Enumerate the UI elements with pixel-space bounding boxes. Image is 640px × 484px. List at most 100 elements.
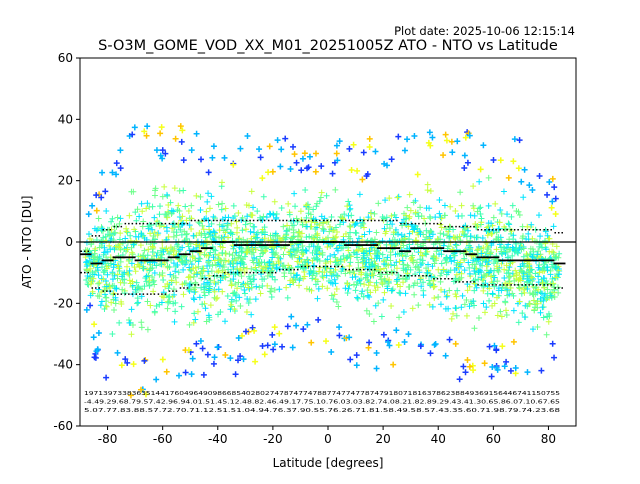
data-point [89,269,96,276]
data-point [243,309,250,316]
data-point [156,301,163,308]
data-point [396,258,403,265]
data-point [232,249,239,256]
data-point [95,330,102,337]
data-point [353,254,360,261]
data-point [495,225,502,232]
data-point [333,298,340,305]
data-point [128,331,135,338]
data-point [360,149,367,156]
data-point [463,312,470,319]
y-tick-label: -20 [53,296,73,310]
data-point [211,257,218,264]
data-point [414,241,421,248]
data-point [355,235,362,242]
data-point [370,318,377,325]
data-point [497,308,504,315]
data-point [286,211,293,218]
data-point [333,150,340,157]
data-point [112,243,119,250]
data-point [196,243,203,250]
data-point [172,268,179,275]
data-point [216,256,223,263]
data-point [98,298,105,305]
data-point [400,309,407,316]
data-point [502,280,509,287]
data-point [415,302,422,309]
data-point [428,273,435,280]
data-point [131,264,138,271]
data-point [208,220,215,227]
data-point [287,248,294,255]
data-point [99,225,106,232]
data-point [350,141,357,148]
data-point [333,142,340,149]
data-point [299,155,306,162]
data-point [538,367,545,374]
data-point [418,283,425,290]
data-point [453,312,460,319]
data-point [177,226,184,233]
data-point [265,169,272,176]
data-point [510,338,517,345]
data-point [505,174,512,181]
data-point [145,279,152,286]
data-point [276,254,283,261]
data-point [270,212,277,219]
data-point [268,285,275,292]
data-point [112,300,119,307]
data-point [506,246,513,253]
data-point [476,178,483,185]
data-point [352,287,359,294]
data-point [221,154,228,161]
data-point [256,259,263,266]
data-point [266,259,273,266]
data-point [307,211,314,218]
data-point [543,331,550,338]
data-point [334,157,341,164]
data-point [506,221,513,228]
data-point [314,251,320,258]
data-point [217,308,224,315]
data-point [301,268,308,275]
data-point [494,312,501,319]
data-point [488,230,495,237]
data-point [275,258,282,265]
data-point [364,287,371,294]
data-point [417,249,424,256]
data-point [334,273,341,280]
data-point [516,276,523,283]
data-point [267,288,274,295]
data-point [172,135,179,142]
data-point [269,254,276,261]
data-point [501,275,508,282]
data-point [466,303,473,310]
data-point [87,265,94,272]
data-point [342,270,349,277]
data-point [442,131,449,138]
data-point [483,263,490,270]
data-point [466,246,473,253]
data-point [407,207,414,214]
data-point [510,236,517,243]
data-point [515,165,522,172]
data-point [207,249,214,256]
data-point [328,269,335,276]
data-point [224,222,231,229]
data-point [371,236,378,243]
data-point [188,261,195,268]
data-point [230,276,237,283]
data-point [366,248,373,255]
data-point [312,168,319,175]
x-tick-label: 80 [541,432,556,446]
data-point [153,147,160,154]
data-point [127,392,134,399]
data-point [354,167,361,174]
data-point [531,307,538,314]
data-point [446,234,453,241]
data-point [470,367,477,374]
data-point [108,226,115,233]
data-point [444,292,451,299]
data-point [423,251,430,258]
data-point [179,258,186,265]
